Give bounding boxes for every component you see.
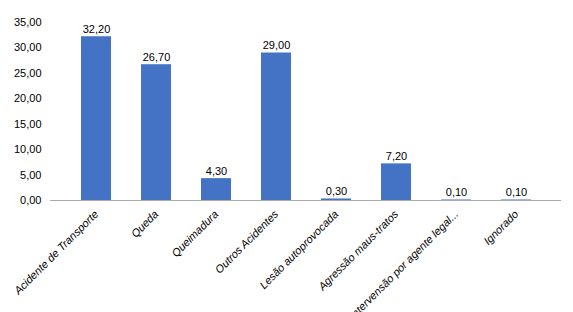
svg-text:20,00: 20,00 bbox=[14, 92, 42, 104]
svg-text:Queda: Queda bbox=[129, 208, 161, 240]
svg-text:Ignorado: Ignorado bbox=[481, 208, 520, 247]
svg-text:4,30: 4,30 bbox=[206, 165, 227, 177]
svg-text:Outros Acidentes: Outros Acidentes bbox=[213, 207, 281, 275]
svg-text:32,20: 32,20 bbox=[83, 23, 111, 35]
svg-text:intervensão por agente legal..: intervensão por agente legal... bbox=[347, 208, 460, 312]
svg-text:5,00: 5,00 bbox=[20, 169, 41, 181]
svg-text:0,10: 0,10 bbox=[506, 186, 527, 198]
svg-text:Queimadura: Queimadura bbox=[169, 208, 220, 259]
svg-text:0,30: 0,30 bbox=[326, 185, 347, 197]
svg-text:26,70: 26,70 bbox=[143, 51, 171, 63]
svg-text:10,00: 10,00 bbox=[14, 143, 42, 155]
svg-text:Agressão maus-tratos: Agressão maus-tratos bbox=[315, 207, 401, 293]
svg-text:25,00: 25,00 bbox=[14, 67, 42, 79]
svg-text:Lesão autoprovocada: Lesão autoprovocada bbox=[257, 207, 341, 292]
svg-text:35,00: 35,00 bbox=[14, 16, 42, 28]
svg-text:0,10: 0,10 bbox=[446, 186, 467, 198]
svg-text:0,00: 0,00 bbox=[20, 194, 41, 206]
svg-text:29,00: 29,00 bbox=[263, 39, 291, 51]
svg-text:30,00: 30,00 bbox=[14, 41, 42, 53]
svg-text:7,20: 7,20 bbox=[386, 150, 407, 162]
svg-text:15,00: 15,00 bbox=[14, 118, 42, 130]
svg-text:Acidente de Transporte: Acidente de Transporte bbox=[11, 208, 100, 297]
